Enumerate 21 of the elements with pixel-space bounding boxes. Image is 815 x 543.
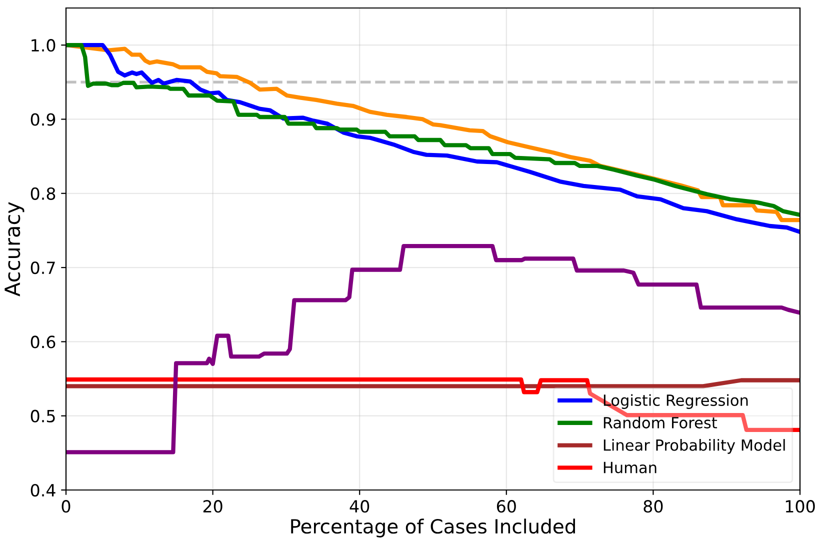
legend-label: Random Forest bbox=[604, 416, 718, 428]
y-tick-label: 0.7 bbox=[30, 262, 55, 274]
line-series bbox=[66, 244, 800, 454]
y-tick-label: 1.0 bbox=[32, 39, 56, 52]
y-axis-title: Accuracy bbox=[4, 202, 24, 296]
legend-label: Linear Probability Model bbox=[604, 439, 785, 454]
y-tick-label: 0.4 bbox=[30, 484, 56, 497]
legend-label: Human bbox=[604, 462, 656, 474]
x-tick-label: 60 bbox=[496, 500, 516, 513]
legend-label: Logistic Regression bbox=[604, 394, 748, 409]
y-tick-label: 0.6 bbox=[30, 336, 56, 348]
x-tick-label: 100 bbox=[786, 500, 815, 513]
y-tick-label: 0.5 bbox=[30, 410, 55, 422]
y-tick-label: 0.8 bbox=[30, 187, 56, 200]
x-tick-label: 20 bbox=[203, 500, 222, 513]
x-tick-label: 40 bbox=[350, 500, 370, 513]
x-tick-label: 0 bbox=[62, 500, 70, 513]
line-series bbox=[66, 377, 800, 432]
x-tick-label: 80 bbox=[644, 500, 663, 513]
y-tick-label: 0.9 bbox=[30, 113, 56, 126]
x-axis-title: Percentage of Cases Included bbox=[291, 518, 575, 538]
